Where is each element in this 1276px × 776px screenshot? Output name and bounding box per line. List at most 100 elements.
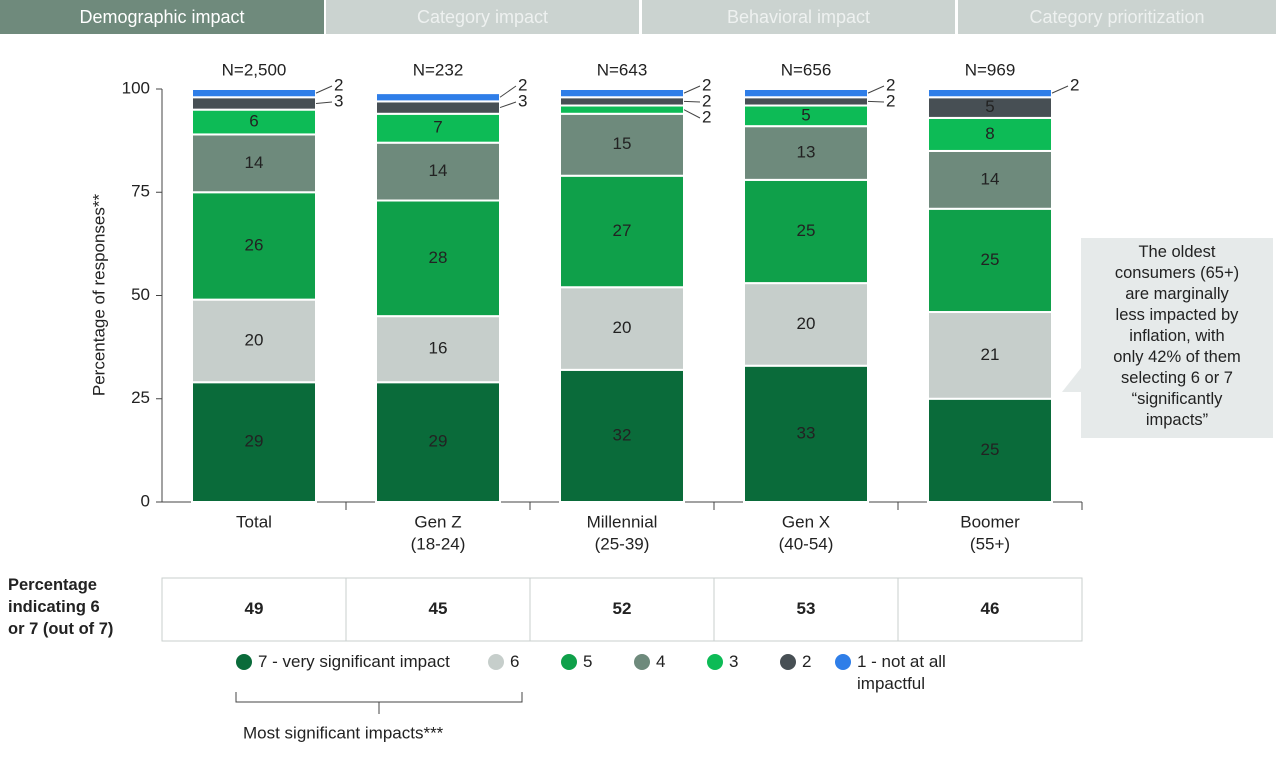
bar-segment	[191, 108, 317, 136]
tab[interactable]: Behavioral impact	[642, 0, 955, 34]
annotation-line: consumers (65+)	[1114, 264, 1240, 282]
n-label: N=656	[781, 60, 832, 79]
legend-marker	[561, 654, 577, 670]
annotation-line: are marginally	[1125, 285, 1229, 303]
data-label: 2	[1070, 75, 1079, 94]
legend-label: 3	[729, 652, 739, 671]
bar-segment	[191, 96, 317, 111]
bar-segment	[375, 112, 501, 144]
data-label: 32	[613, 425, 632, 444]
data-label: 5	[985, 97, 994, 116]
legend-marker	[236, 654, 252, 670]
bar-segment	[375, 92, 501, 103]
table-header-line: indicating 6	[8, 598, 100, 616]
table-header: Percentage indicating 6 or 7 (out of 7)	[8, 574, 113, 640]
data-label: 3	[518, 91, 527, 110]
table-value: 49	[245, 599, 264, 618]
x-tick-label: (55+)	[970, 534, 1010, 553]
data-label: 7	[433, 118, 442, 137]
table-header-line: or 7 (out of 7)	[8, 620, 114, 638]
bar-segment	[191, 133, 317, 194]
annotation-line: impacts”	[1145, 411, 1209, 429]
bar-segment	[743, 364, 869, 503]
annotation-line: The oldest	[1138, 243, 1216, 261]
data-label: 14	[245, 153, 264, 172]
tab[interactable]: Category prioritization	[958, 0, 1276, 34]
data-label: 14	[981, 169, 1000, 188]
data-label: 25	[981, 250, 1000, 269]
data-label: 29	[429, 432, 448, 451]
table-value: 46	[981, 599, 1000, 618]
bar-segment	[927, 397, 1053, 503]
data-label: 2	[334, 75, 343, 94]
data-label: 29	[245, 432, 264, 451]
annotation-line: inflation, with	[1129, 327, 1225, 345]
n-label: N=643	[597, 60, 648, 79]
legend-label: 4	[656, 652, 666, 671]
bracket-label: Most significant impacts***	[243, 723, 444, 742]
leader-line	[1051, 85, 1069, 94]
y-tick-label: 25	[131, 388, 150, 407]
bar-segment	[743, 88, 869, 99]
data-label: 25	[981, 440, 1000, 459]
bar-segment	[743, 96, 869, 107]
legend-marker	[707, 654, 723, 670]
bar-segment	[743, 282, 869, 367]
data-label: 26	[245, 235, 264, 254]
data-label: 2	[702, 75, 711, 94]
table-value: 45	[429, 599, 448, 618]
data-label: 8	[985, 124, 994, 143]
legend-label: 7 - very significant impact	[258, 652, 450, 671]
leader-line	[499, 85, 517, 98]
tab[interactable]: Category impact	[326, 0, 639, 34]
legend-marker	[634, 654, 650, 670]
leader-line	[867, 100, 885, 103]
y-tick-label: 50	[131, 285, 150, 304]
data-label: 5	[801, 105, 810, 124]
bar-segment	[927, 311, 1053, 400]
bar-segment	[191, 191, 317, 301]
legend-marker	[780, 654, 796, 670]
legend-label: 6	[510, 652, 520, 671]
table-header-line: Percentage	[8, 576, 97, 594]
data-label: 33	[797, 423, 816, 442]
x-tick-label: Total	[236, 512, 272, 531]
n-label: N=969	[965, 60, 1016, 79]
y-tick-label: 0	[141, 491, 150, 510]
x-tick-label: Gen X	[782, 512, 830, 531]
y-tick-label: 100	[122, 78, 150, 97]
bar-segment	[191, 88, 317, 99]
data-label: 2	[702, 107, 711, 126]
leader-line	[683, 109, 701, 119]
tab[interactable]: Demographic impact	[0, 0, 324, 34]
x-tick-label: (25-39)	[595, 534, 650, 553]
annotation: The oldest consumers (65+) are marginally l…	[1081, 238, 1273, 438]
annotation-line: “significantly	[1131, 390, 1223, 408]
annotation-line: less impacted by	[1115, 306, 1239, 324]
bar-segment	[375, 381, 501, 504]
leader-line	[683, 100, 701, 103]
x-tick-label: Boomer	[960, 512, 1020, 531]
data-label: 13	[797, 142, 816, 161]
legend-label: 1 - not at all impactful	[857, 652, 946, 693]
bar-segment	[559, 88, 685, 99]
x-tick-label: Gen Z	[414, 512, 461, 531]
legend-label: 5	[583, 652, 593, 671]
bar-segment	[743, 178, 869, 285]
bar-segment	[743, 125, 869, 181]
legend-marker	[488, 654, 504, 670]
data-label: 20	[797, 314, 816, 333]
y-axis-label: Percentage of responses**	[89, 194, 108, 397]
legend-marker	[835, 654, 851, 670]
x-tick-label: Millennial	[587, 512, 658, 531]
data-label: 2	[886, 75, 895, 94]
leader-line	[315, 85, 333, 94]
data-label: 25	[797, 221, 816, 240]
data-label: 2	[518, 75, 527, 94]
n-label: N=2,500	[222, 60, 287, 79]
data-label: 6	[249, 112, 258, 131]
data-label: 21	[981, 345, 1000, 364]
y-tick-label: 75	[131, 182, 150, 201]
x-tick-label: (40-54)	[779, 534, 834, 553]
